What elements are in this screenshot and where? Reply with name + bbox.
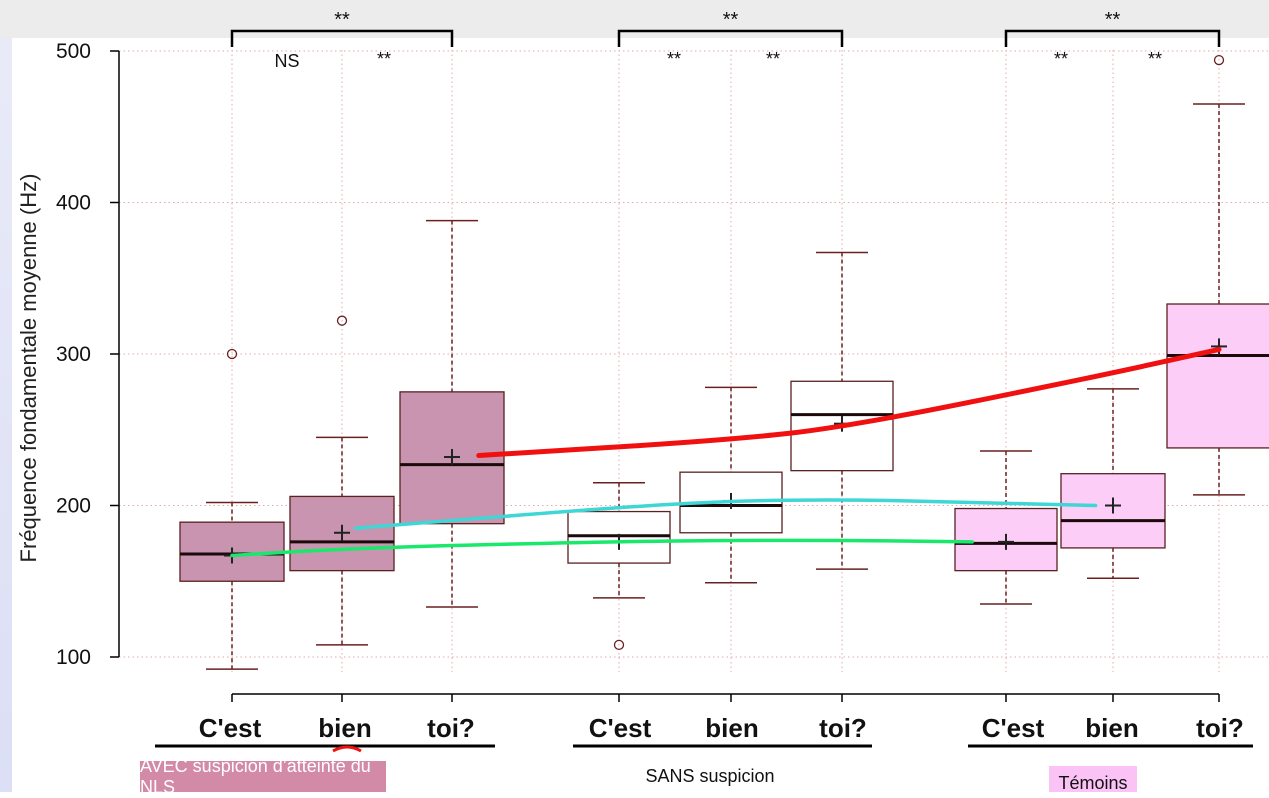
pair-significance-label: ** (667, 49, 681, 69)
boxes (179, 54, 1269, 670)
box-bien (289, 315, 395, 646)
category-label: C'est (589, 713, 652, 743)
category-label: bien (1085, 713, 1138, 743)
outlier-point (613, 639, 625, 651)
box-bien (1060, 388, 1166, 579)
box-C'est (954, 450, 1058, 605)
pair-significance-label: ** (1054, 49, 1068, 69)
box-toi? (790, 251, 894, 570)
box-iqr (1166, 303, 1269, 449)
outlier-point (336, 315, 348, 326)
axes: 100 200 300 400 500 (56, 40, 1220, 702)
y-axis-label: Fréquence fondamentale moyenne (Hz) (16, 174, 41, 563)
pair-significance-label: ** (1148, 49, 1162, 69)
box-toi? (399, 219, 505, 608)
y-tick-label: 300 (56, 343, 91, 366)
outlier-point (226, 348, 238, 360)
trend-line-0 (230, 538, 974, 558)
left-decor-band (0, 0, 12, 792)
group-label-sans: SANS suspicion (645, 766, 775, 786)
trend-line-1 (353, 498, 1098, 530)
significance-annotations: ** NS ** ** ** ** ** ** ** (230, 9, 1221, 71)
significance-bracket (617, 29, 844, 47)
significance-bracket (1004, 29, 1221, 47)
y-tick-label: 100 (56, 646, 91, 669)
pair-significance-label: ** (377, 49, 391, 69)
category-labels: C'est bien toi? C'est bien toi? C'est bien toi? (155, 713, 1253, 753)
category-label: bien (318, 713, 371, 743)
y-tick-label: 500 (56, 40, 91, 63)
bracket-label: ** (334, 9, 350, 31)
group-label-avec: AVEC suspicion d’atteinte du NLS (140, 756, 386, 797)
group-label-temoins: Témoins (1049, 766, 1137, 793)
category-label: bien (705, 713, 758, 743)
trend-line-2 (476, 346, 1222, 459)
trend-lines (230, 346, 1222, 558)
pair-significance-label: NS (274, 51, 299, 71)
significance-bracket (230, 29, 454, 47)
red-accent-mark (332, 745, 362, 753)
category-label: toi? (427, 713, 475, 743)
category-label: C'est (982, 713, 1045, 743)
outlier-point (1213, 54, 1225, 66)
bracket-label: ** (1105, 9, 1121, 31)
y-tick-label: 200 (56, 495, 91, 518)
y-tick-label: 400 (56, 192, 91, 215)
category-label: toi? (1196, 713, 1244, 743)
category-label: C'est (199, 713, 262, 743)
box-bien (679, 386, 783, 584)
category-label: toi? (819, 713, 867, 743)
box-C'est (567, 482, 671, 651)
bracket-label: ** (723, 9, 739, 31)
box-toi? (1166, 54, 1269, 496)
pair-significance-label: ** (766, 49, 780, 69)
